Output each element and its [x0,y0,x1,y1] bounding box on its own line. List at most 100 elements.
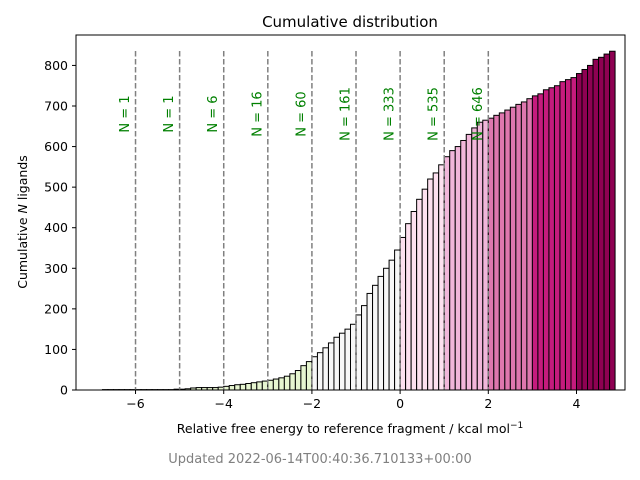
x-tick-label: −4 [215,396,233,411]
histogram-bar [526,98,533,391]
histogram-bar [399,236,407,391]
y-ticks-group: 0 100 200 300 400 500 600 700 800 [44,58,76,398]
histogram-bar [460,139,467,391]
y-axis-label: Cumulative N ligands [15,155,30,289]
plot-frame [75,34,626,391]
histogram-bar [383,267,390,391]
histogram-bar [256,381,263,391]
histogram-bar [338,332,346,391]
histogram-bar [283,375,291,391]
histogram-bar [427,178,434,391]
histogram-bar [289,373,296,391]
histogram-bar [542,89,550,391]
histogram-bar [438,164,445,391]
histogram-bar [316,352,324,391]
histogram-bar [344,328,351,391]
histogram-bar [421,188,429,391]
histogram-bar [311,356,318,391]
histogram-bar [537,93,544,391]
histogram-bar [504,109,511,391]
histogram-bar [509,106,517,391]
count-annotation: N = 1 [162,95,177,132]
histogram-bar [520,101,528,391]
histogram-bar [272,378,280,391]
y-tick-label: 600 [44,139,68,154]
histogram-bar [592,58,600,391]
x-tick-label: 4 [573,396,581,411]
x-ticks-group: −6 −4 −2 0 2 4 [126,390,581,411]
histogram-bar [487,117,495,391]
histogram-bar [482,119,489,391]
histogram-bar [476,121,484,391]
count-annotation: N = 6 [206,95,221,132]
y-tick-label: 700 [44,99,68,114]
histogram-bar [366,292,374,391]
x-axis-label: Relative free energy to reference fragme… [177,421,524,436]
histogram-bar [350,323,357,391]
histogram-bar [598,56,605,391]
histogram-bar [471,127,478,391]
histogram-bar [405,223,412,391]
histogram-bar [261,380,269,391]
count-annotation: N = 161 [339,87,354,141]
histogram-bar [410,210,418,391]
histogram-bar [234,384,241,391]
y-tick-label: 100 [44,342,68,357]
x-tick-label: 2 [484,396,492,411]
histogram-bar [559,81,566,391]
histogram-bar [570,77,577,391]
histogram-bar [465,133,473,391]
x-axis-label-superscript: −1 [510,421,523,431]
histogram-bar [372,284,379,391]
histogram-bar [245,383,252,391]
histogram-bar [416,198,423,391]
histogram-bar [239,383,247,391]
histogram-bar [432,172,440,391]
x-axis-label-main: Relative free energy to reference fragme… [177,421,510,436]
histogram-bar [377,275,385,391]
count-annotation: N = 16 [250,91,265,136]
chart-title: Cumulative distribution [262,13,438,31]
y-tick-label: 500 [44,180,68,195]
histogram-bar [361,305,368,391]
histogram-bar [581,68,589,391]
histogram-bar [515,103,522,391]
histogram-bar [300,365,307,391]
histogram-bar [609,50,616,391]
y-tick-label: 200 [44,301,68,316]
histogram-bar [454,146,462,391]
y-tick-label: 0 [60,383,68,398]
histogram-bar [564,79,572,391]
histogram-bar [388,259,396,391]
histogram-bar [327,342,335,391]
histogram-bar [603,53,611,391]
x-tick-label: −6 [126,396,144,411]
histogram-bar [553,85,561,391]
updated-timestamp: Updated 2022-06-14T00:40:36.710133+00:00 [168,452,472,467]
histogram-bar [294,370,302,391]
count-annotation: N = 333 [383,87,398,141]
count-annotation: N = 60 [294,91,309,136]
y-axis-label-post: ligands [15,155,30,204]
histogram-bar [228,385,236,391]
count-annotation: N = 646 [471,87,486,141]
y-axis-label-italic: N [15,203,30,213]
count-annotation: N = 1 [118,95,133,132]
histogram-bar [322,347,329,391]
histogram-bar [548,87,555,391]
histogram-bar [575,73,583,391]
histogram-bar [223,385,230,391]
x-tick-label: 0 [396,396,404,411]
histogram-bar [531,95,539,391]
histogram-bar [498,112,506,391]
count-annotation: N = 535 [427,87,442,141]
histogram-bar [278,377,285,391]
histogram-bar [443,156,451,391]
histogram-bar [493,114,500,391]
histogram-bar [250,382,258,391]
y-tick-label: 800 [44,58,68,73]
x-tick-label: −2 [303,396,321,411]
annotations-group: N = 1 N = 1 N = 6 N = 16 N = 60 N = 161 N = 33… [118,51,490,390]
histogram-bar [587,64,594,391]
